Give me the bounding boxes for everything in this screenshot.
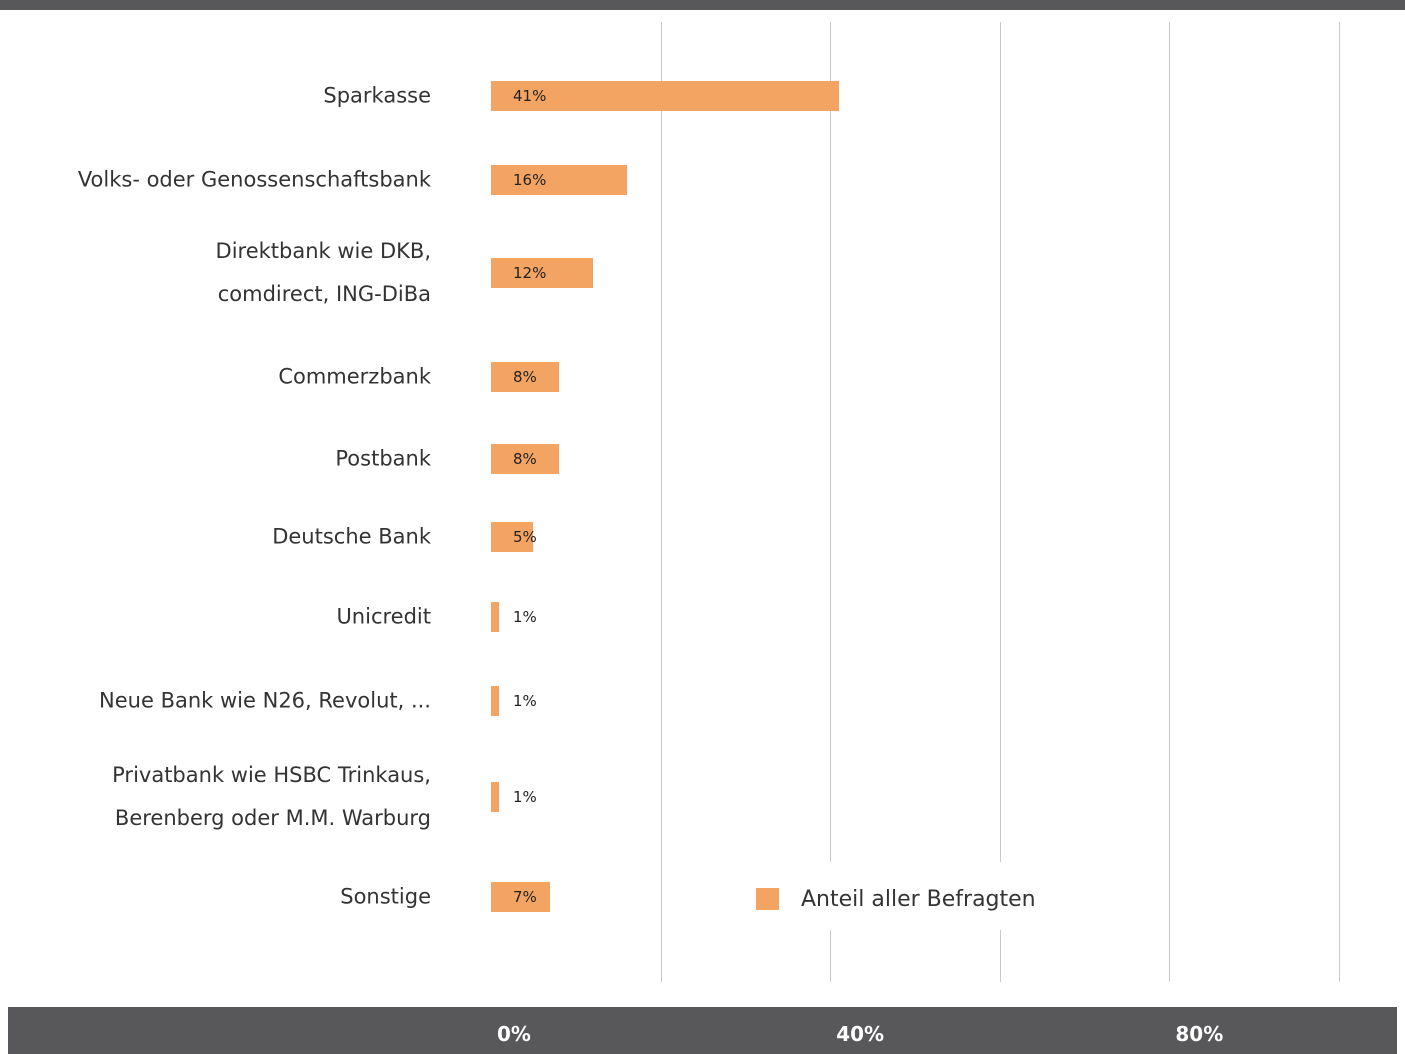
grid-line (1339, 22, 1340, 982)
value-label: 8% (513, 450, 537, 468)
legend-swatch (756, 888, 779, 910)
value-label: 12% (513, 264, 547, 282)
value-label: 41% (513, 87, 547, 105)
bar (491, 165, 627, 195)
value-label: 5% (513, 528, 537, 546)
bar (491, 258, 593, 288)
value-label: 1% (513, 608, 537, 626)
bar (491, 522, 534, 552)
bar (491, 81, 839, 111)
category-label: Volks- oder Genossenschaftsbank (77, 167, 431, 192)
category-label: Unicredit (336, 604, 431, 629)
bar (491, 362, 559, 392)
grid-line (1169, 22, 1171, 982)
value-label: 1% (513, 692, 537, 710)
category-label: Direktbank wie DKB, comdirect, ING-DiBa (215, 239, 431, 306)
bar (491, 602, 500, 632)
x-tick-label: 0% (497, 1022, 531, 1046)
category-label: Sparkasse (323, 83, 431, 108)
grid-line (830, 22, 832, 982)
top-bar (0, 0, 1405, 10)
bar (491, 686, 500, 716)
bar (491, 444, 559, 474)
category-label: Commerzbank (278, 364, 431, 389)
value-label: 7% (513, 888, 537, 906)
value-label: 1% (513, 788, 537, 806)
x-tick-label: 80% (1175, 1022, 1224, 1046)
value-label: 8% (513, 368, 537, 386)
bar (491, 782, 500, 812)
category-label: Deutsche Bank (272, 524, 431, 549)
grid-line (660, 22, 662, 982)
value-label: 16% (513, 171, 547, 189)
legend-box (740, 862, 1070, 930)
category-label: Sonstige (340, 884, 431, 909)
axis-bar (8, 1007, 1397, 1054)
grid-line (999, 22, 1001, 982)
category-label: Privatbank wie HSBC Trinkaus, Berenberg … (112, 763, 431, 830)
legend-label: Anteil aller Befragten (801, 887, 1036, 912)
x-tick-label: 40% (836, 1022, 885, 1046)
category-label: Neue Bank wie N26, Revolut, ... (99, 688, 431, 713)
bar (491, 882, 551, 912)
category-label: Postbank (335, 446, 431, 471)
